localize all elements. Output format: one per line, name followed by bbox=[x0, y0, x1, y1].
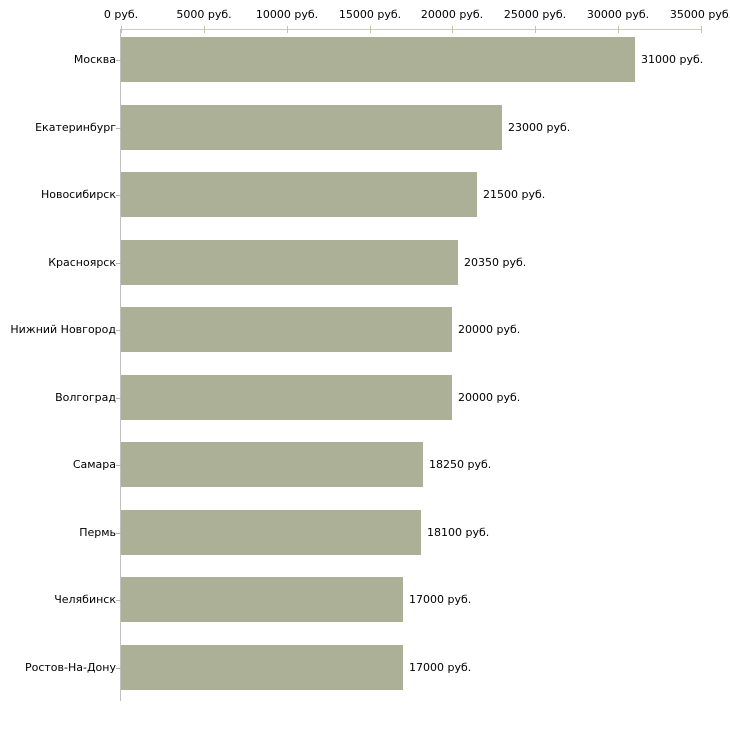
category-label: Пермь bbox=[79, 526, 116, 539]
category-tick bbox=[116, 263, 121, 264]
x-axis-line bbox=[121, 29, 701, 30]
value-label: 18100 руб. bbox=[427, 526, 490, 539]
category-tick bbox=[116, 128, 121, 129]
category-label: Волгоград bbox=[55, 391, 116, 404]
category-label: Челябинск bbox=[54, 593, 116, 606]
x-axis-tick-label: 0 руб. bbox=[103, 8, 139, 21]
x-axis-tick bbox=[535, 26, 536, 33]
category-label: Самара bbox=[72, 458, 116, 471]
category-tick bbox=[116, 398, 121, 399]
x-axis-tick bbox=[618, 26, 619, 33]
y-axis-line bbox=[120, 29, 121, 701]
category-tick bbox=[116, 465, 121, 466]
value-label: 21500 руб. bbox=[483, 188, 546, 201]
category-tick bbox=[116, 60, 121, 61]
value-label: 23000 руб. bbox=[508, 121, 571, 134]
bar bbox=[121, 307, 452, 352]
x-axis-tick bbox=[452, 26, 453, 33]
x-axis-tick-label: 25000 руб. bbox=[503, 8, 567, 21]
x-axis-tick bbox=[287, 26, 288, 33]
value-label: 31000 руб. bbox=[641, 53, 704, 66]
bar bbox=[121, 172, 477, 217]
category-label: Нижний Новгород bbox=[10, 323, 116, 336]
x-axis-tick-label: 35000 руб. bbox=[669, 8, 730, 21]
x-axis-tick-label: 20000 руб. bbox=[420, 8, 484, 21]
bar bbox=[121, 375, 452, 420]
category-label: Москва bbox=[73, 53, 116, 66]
x-axis-tick bbox=[121, 26, 122, 33]
x-axis-tick-label: 30000 руб. bbox=[586, 8, 650, 21]
x-axis-tick-label: 15000 руб. bbox=[338, 8, 402, 21]
category-tick bbox=[116, 330, 121, 331]
bar bbox=[121, 240, 458, 285]
bar bbox=[121, 105, 502, 150]
bar bbox=[121, 37, 635, 82]
x-axis-tick bbox=[370, 26, 371, 33]
category-label: Новосибирск bbox=[40, 188, 116, 201]
bar bbox=[121, 645, 403, 690]
category-tick bbox=[116, 600, 121, 601]
bar bbox=[121, 510, 421, 555]
category-label: Красноярск bbox=[48, 256, 116, 269]
value-label: 18250 руб. bbox=[429, 458, 492, 471]
value-label: 17000 руб. bbox=[409, 593, 472, 606]
x-axis-tick-label: 10000 руб. bbox=[255, 8, 319, 21]
value-label: 20000 руб. bbox=[458, 323, 521, 336]
value-label: 20350 руб. bbox=[464, 256, 527, 269]
bar bbox=[121, 577, 403, 622]
category-tick bbox=[116, 668, 121, 669]
category-label: Екатеринбург bbox=[35, 121, 116, 134]
bar bbox=[121, 442, 423, 487]
value-label: 17000 руб. bbox=[409, 661, 472, 674]
category-tick bbox=[116, 195, 121, 196]
x-axis-tick bbox=[204, 26, 205, 33]
x-axis-tick-label: 5000 руб. bbox=[176, 8, 232, 21]
category-tick bbox=[116, 533, 121, 534]
value-label: 20000 руб. bbox=[458, 391, 521, 404]
x-axis-tick bbox=[701, 26, 702, 33]
category-label: Ростов-На-Дону bbox=[24, 661, 116, 674]
